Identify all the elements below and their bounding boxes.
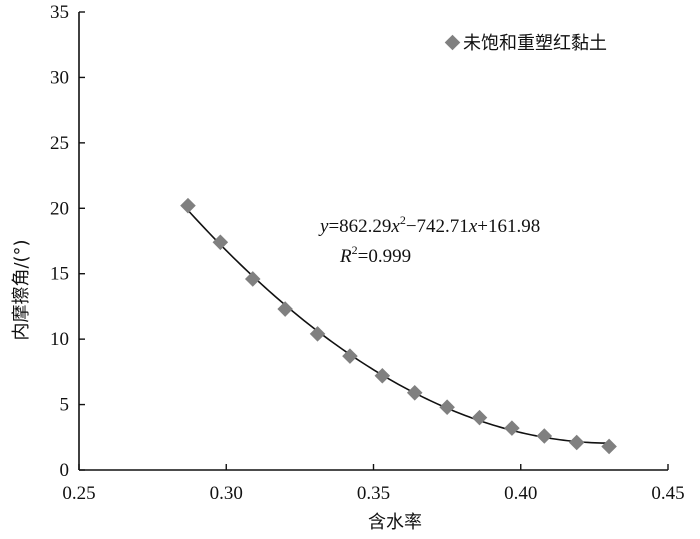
data-point — [504, 420, 520, 436]
x-tick-label: 0.40 — [504, 483, 537, 504]
data-point — [309, 326, 326, 342]
r2-superscript: 2 — [352, 243, 358, 257]
eq-x-var1: x — [390, 216, 400, 237]
eq-part1: =862.29 — [328, 216, 391, 237]
y-tick-label: 30 — [50, 67, 69, 88]
y-tick-label: 20 — [50, 198, 69, 219]
data-point — [212, 234, 229, 251]
eq-part2: −742.71 — [406, 216, 469, 237]
y-axis-label: 内摩擦角/(°) — [11, 239, 32, 340]
legend: 未饱和重塑红黏土 — [444, 33, 607, 54]
x-tick-label: 0.45 — [651, 483, 684, 504]
eq-y-var: y — [318, 216, 329, 237]
data-point — [277, 301, 293, 317]
data-point — [244, 271, 261, 287]
y-tick-label: 35 — [50, 2, 69, 23]
data-point — [568, 434, 585, 451]
y-tick-label: 25 — [50, 133, 69, 154]
y-tick-label: 5 — [60, 395, 70, 416]
r2-value: =0.999 — [358, 246, 411, 267]
data-point — [439, 399, 455, 415]
x-tick-label: 0.25 — [62, 483, 95, 504]
y-tick-label: 0 — [60, 460, 70, 481]
legend-label: 未饱和重塑红黏土 — [463, 33, 607, 54]
eq-part3: +161.98 — [477, 216, 540, 237]
x-tick-label: 0.30 — [210, 483, 243, 504]
data-point — [180, 197, 196, 214]
data-point — [536, 428, 553, 444]
x-axis-label: 含水率 — [368, 512, 422, 533]
eq-superscript: 2 — [400, 213, 406, 227]
data-point — [601, 438, 617, 455]
eq-x-var2: x — [468, 216, 478, 237]
y-tick-label: 10 — [50, 329, 69, 350]
data-point — [406, 385, 423, 401]
r-squared: R2=0.999 — [339, 243, 411, 267]
x-tick-label: 0.35 — [357, 483, 390, 504]
r2-var: R — [339, 246, 352, 267]
fit-equation: y=862.29x2−742.71x+161.98 — [318, 213, 540, 237]
y-tick-label: 15 — [50, 264, 69, 285]
data-point — [374, 368, 391, 384]
legend-marker — [444, 34, 461, 51]
